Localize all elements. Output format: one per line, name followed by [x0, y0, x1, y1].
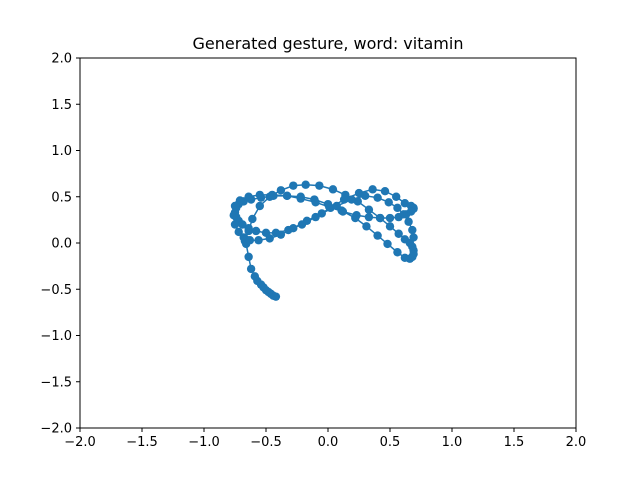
y-tick-label: 0.5 [51, 190, 72, 205]
data-point [347, 195, 356, 204]
data-point [332, 201, 341, 211]
data-point [361, 191, 370, 201]
data-point [244, 224, 253, 233]
plot-area [229, 180, 418, 301]
y-axis: 2.0 1.5 1.0 0.5 0.0 −0.5 −1.0 −1.5 −2.0 [40, 52, 80, 437]
data-point [245, 236, 255, 245]
series-markers [229, 180, 418, 301]
x-tick-label: −1.5 [126, 435, 158, 450]
data-point [392, 192, 401, 201]
data-point [244, 192, 253, 201]
data-point [289, 181, 298, 190]
x-tick-label: −0.5 [250, 435, 282, 450]
x-tick-label: 1.5 [504, 435, 525, 450]
data-point [393, 248, 402, 257]
data-point [301, 180, 310, 189]
data-point [230, 220, 240, 229]
y-tick-label: 2.0 [51, 52, 72, 67]
data-point [352, 211, 361, 220]
data-point [325, 202, 334, 212]
data-point [385, 213, 395, 223]
x-tick-label: 0.5 [380, 435, 401, 450]
y-tick-label: −1.5 [40, 375, 72, 390]
y-tick-label: −0.5 [40, 283, 72, 298]
data-point [328, 185, 338, 194]
data-point [244, 252, 253, 262]
data-point [384, 198, 393, 207]
data-point [246, 264, 256, 274]
data-point [254, 236, 263, 245]
y-tick-label: −2.0 [40, 422, 72, 437]
data-point [373, 231, 382, 240]
data-point [296, 194, 305, 203]
data-point [385, 222, 395, 231]
data-point [234, 227, 243, 237]
data-point [383, 239, 392, 249]
data-point [276, 230, 286, 239]
data-point [364, 212, 374, 222]
data-point [276, 186, 286, 195]
x-tick-label: 2.0 [566, 435, 587, 450]
x-tick-label: 1.0 [442, 435, 463, 450]
y-tick-label: −1.0 [40, 329, 72, 344]
x-tick-label: 0.0 [318, 435, 339, 450]
x-axis: −2.0 −1.5 −1.0 −0.5 0.0 0.5 1.0 1.5 2.0 [64, 428, 586, 450]
x-tick-label: −1.0 [188, 435, 220, 450]
data-point [302, 216, 312, 225]
data-point [368, 185, 377, 194]
data-point [393, 203, 402, 213]
data-point [375, 213, 385, 223]
y-tick-label: 0.0 [51, 237, 72, 252]
data-point [311, 198, 320, 207]
data-point [282, 191, 292, 201]
data-point [317, 209, 326, 218]
data-point [268, 190, 277, 200]
y-tick-label: 1.0 [51, 144, 72, 159]
data-point [400, 253, 410, 262]
data-point [408, 225, 417, 235]
data-point [339, 195, 349, 204]
data-point [404, 217, 413, 226]
data-point [255, 201, 264, 211]
data-point [238, 220, 247, 229]
data-point [409, 233, 418, 242]
data-point [364, 205, 374, 214]
data-point [394, 229, 403, 238]
chart-title: Generated gesture, word: vitamin [193, 34, 464, 53]
data-point [230, 201, 240, 211]
data-point [289, 224, 298, 233]
data-point [338, 207, 348, 216]
data-point [380, 187, 390, 196]
data-point [250, 272, 260, 281]
axes-frame [79, 57, 577, 429]
data-point [255, 190, 264, 200]
data-point [373, 193, 382, 202]
data-point [311, 212, 320, 222]
data-point [251, 226, 261, 236]
data-point [315, 181, 324, 190]
x-tick-label: −2.0 [64, 435, 96, 450]
data-point [229, 211, 238, 220]
data-point [362, 222, 371, 231]
data-point [265, 234, 274, 243]
data-point [399, 210, 408, 219]
data-point [235, 196, 245, 205]
data-point [248, 214, 257, 224]
y-tick-label: 1.5 [51, 98, 72, 113]
